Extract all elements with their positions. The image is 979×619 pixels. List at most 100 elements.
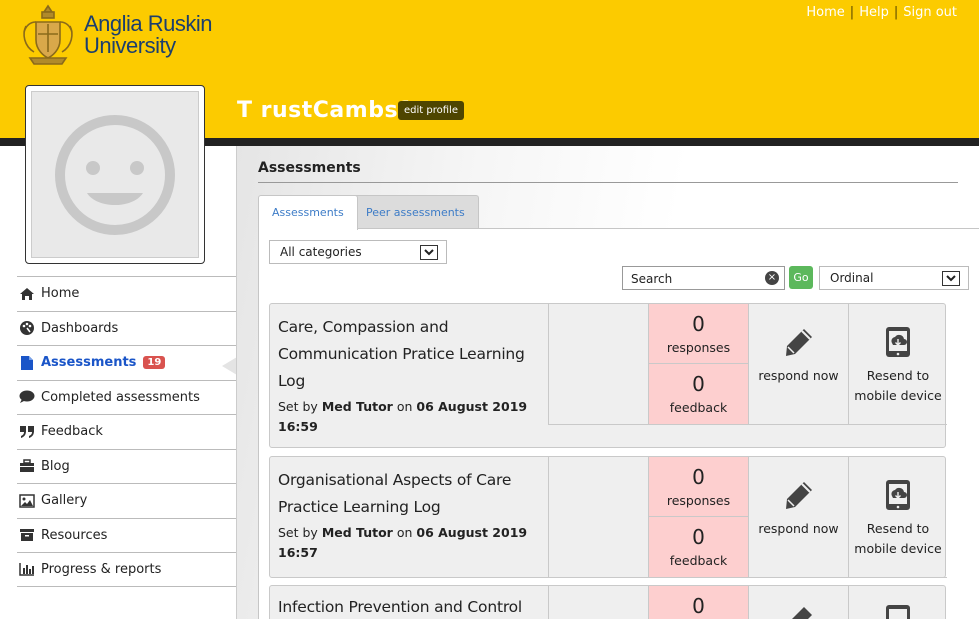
pencil-icon — [781, 602, 817, 619]
sidebar-item-progress-reports[interactable]: Progress & reports — [17, 552, 236, 587]
category-select[interactable]: All categories — [269, 240, 447, 264]
pencil-icon — [781, 324, 817, 360]
crest-icon — [23, 4, 73, 65]
edit-profile-button[interactable]: edit profile — [398, 101, 464, 120]
responses-label: responses — [666, 340, 731, 355]
sidebar-item-label: Feedback — [41, 424, 103, 440]
resend-mobile-button[interactable] — [848, 586, 947, 619]
sidebar-item-home[interactable]: Home — [17, 276, 236, 311]
home-icon — [18, 286, 36, 302]
card-spacer — [548, 586, 648, 619]
respond-now-label: respond now — [758, 368, 839, 383]
order-select[interactable]: Ordinal — [819, 266, 969, 290]
toplink-sign-out[interactable]: Sign out — [903, 5, 957, 20]
main-content: Assessments Assessments Peer assessments… — [236, 146, 979, 619]
dashboard-icon — [18, 320, 36, 336]
active-item-pointer — [222, 357, 237, 375]
respond-now-button[interactable]: respond now — [748, 457, 848, 578]
chevron-down-icon — [942, 271, 960, 286]
avatar[interactable] — [25, 85, 205, 264]
assessment-date: 06 August 2019 — [416, 399, 528, 414]
go-button[interactable]: Go — [789, 266, 813, 289]
sidebar-item-blog[interactable]: Blog — [17, 448, 236, 484]
responses-stat[interactable]: 0 responses — [648, 457, 748, 517]
assessment-meta: Set by Med Tutor on 06 August 2019 16:57 — [278, 523, 540, 563]
feedback-label: feedback — [669, 400, 728, 415]
university-logo[interactable]: Anglia Ruskin University — [20, 2, 213, 68]
on-word: on — [396, 399, 413, 414]
document-icon — [18, 355, 36, 371]
sidebar-item-label: Assessments — [41, 355, 137, 371]
smiley-avatar-icon — [55, 114, 175, 235]
respond-now-button[interactable]: respond now — [748, 304, 848, 425]
sidebar-item-label: Home — [41, 286, 80, 302]
sidebar-item-label: Dashboards — [41, 320, 119, 336]
sidebar-nav: Home Dashboards Assessments 19 Completed… — [17, 276, 236, 587]
card-spacer — [548, 457, 648, 578]
set-by-name: Med Tutor — [321, 525, 393, 540]
assessment-title[interactable]: Infection Prevention and Control — [278, 598, 523, 616]
quote-icon — [18, 424, 36, 440]
comment-icon — [18, 389, 36, 405]
toplink-help[interactable]: Help — [859, 5, 889, 20]
sidebar-item-assessments[interactable]: Assessments 19 — [17, 345, 236, 380]
resend-mobile-label: Resend to mobile device — [854, 368, 942, 403]
set-by-name: Med Tutor — [321, 399, 393, 414]
assessments-count-badge: 19 — [143, 356, 166, 370]
sidebar-item-resources[interactable]: Resources — [17, 517, 236, 553]
tablet-download-icon — [880, 602, 916, 619]
respond-now-button[interactable] — [748, 586, 848, 619]
top-links: Home | Help | Sign out — [806, 5, 957, 20]
responses-count: 0 — [692, 465, 705, 489]
feedback-stat[interactable]: 0 feedback — [648, 517, 748, 578]
responses-stat[interactable]: 0 responses — [648, 304, 748, 364]
card-spacer — [548, 304, 648, 425]
search-input-text: Search — [631, 272, 673, 286]
assessment-meta: Set by Med Tutor on 06 August 2019 16:59 — [278, 397, 540, 437]
sidebar-item-label: Resources — [41, 527, 108, 543]
header-divider — [0, 138, 979, 146]
set-by-prefix: Set by — [278, 525, 318, 540]
feedback-stat[interactable]: 0 feedback — [648, 364, 748, 425]
avatar-placeholder — [31, 91, 199, 258]
responses-label: responses — [666, 493, 731, 508]
tab-peer-assessments[interactable]: Peer assessments — [352, 195, 479, 229]
assessment-date: 06 August 2019 — [416, 525, 528, 540]
brand-name-line1: Anglia Ruskin — [84, 11, 213, 36]
tablet-download-icon — [880, 477, 916, 513]
sidebar-item-dashboards[interactable]: Dashboards — [17, 310, 236, 346]
briefcase-icon — [18, 458, 36, 474]
clear-search-icon[interactable]: × — [765, 271, 779, 285]
assessment-card: Organisational Aspects of Care Practice … — [269, 456, 947, 578]
respond-now-label: respond now — [758, 521, 839, 536]
order-select-value: Ordinal — [830, 271, 874, 285]
archive-icon — [18, 527, 36, 543]
sidebar-item-completed-assessments[interactable]: Completed assessments — [17, 379, 236, 415]
assessment-title[interactable]: Care, Compassion and Communication Prati… — [278, 318, 525, 390]
feedback-label: feedback — [669, 553, 728, 568]
sidebar-item-label: Completed assessments — [41, 389, 200, 405]
responses-count: 0 — [692, 594, 705, 618]
title-divider — [258, 182, 958, 183]
brand-name-line2: University — [84, 33, 176, 58]
feedback-count: 0 — [692, 372, 705, 396]
tab-assessments[interactable]: Assessments — [258, 195, 358, 230]
responses-stat[interactable]: 0 — [648, 586, 748, 619]
assessment-time: 16:57 — [278, 545, 318, 560]
pencil-icon — [781, 477, 817, 513]
resend-mobile-button[interactable]: Resend to mobile device — [848, 304, 947, 425]
sidebar-item-gallery[interactable]: Gallery — [17, 483, 236, 518]
toplink-home[interactable]: Home — [806, 5, 845, 20]
assessment-title[interactable]: Organisational Aspects of Care Practice … — [278, 471, 512, 516]
image-icon — [18, 493, 36, 509]
sidebar-item-feedback[interactable]: Feedback — [17, 414, 236, 449]
sidebar-item-label: Gallery — [41, 493, 88, 509]
on-word: on — [396, 525, 413, 540]
resend-mobile-button[interactable]: Resend to mobile device — [848, 457, 947, 578]
search-input[interactable]: Search × — [622, 266, 785, 290]
responses-count: 0 — [692, 312, 705, 336]
page-title: Assessments — [258, 160, 361, 176]
assessment-card: Care, Compassion and Communication Prati… — [269, 303, 947, 448]
sidebar-item-label: Blog — [41, 458, 70, 474]
profile-username: T rustCambs1 — [237, 98, 414, 123]
